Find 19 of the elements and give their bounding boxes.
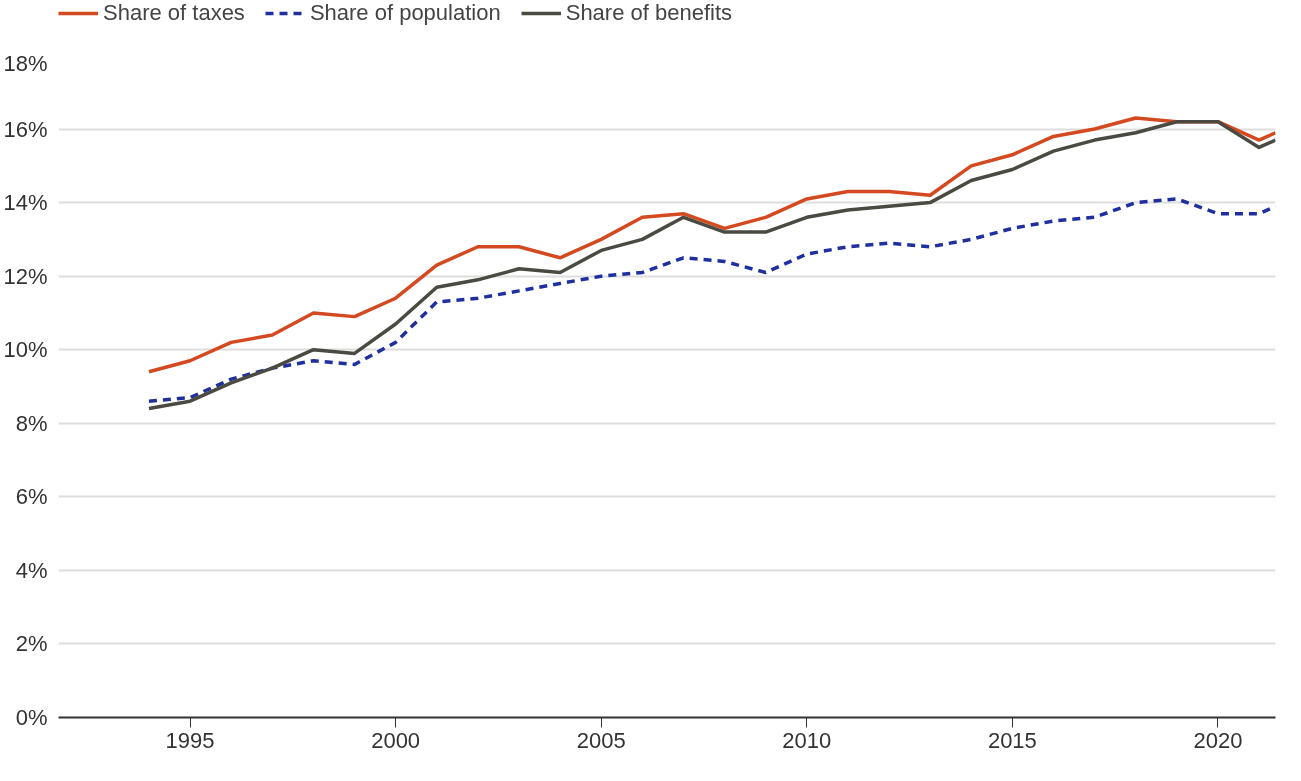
y-tick-label: 8%	[15, 410, 48, 436]
legend-label: Share of benefits	[565, 0, 733, 26]
x-tick-label: 2015	[987, 727, 1037, 753]
x-tick-label: 2010	[782, 727, 832, 753]
legend-label: Share of population	[309, 0, 501, 26]
y-tick-label: 12%	[3, 263, 48, 289]
y-tick-label: 10%	[3, 337, 48, 363]
y-tick-label: 16%	[3, 116, 48, 142]
x-tick-label: 1995	[165, 727, 215, 753]
x-tick-label: 2005	[576, 727, 626, 753]
y-tick-label: 14%	[3, 190, 48, 216]
x-tick-label: 2020	[1193, 727, 1243, 753]
y-tick-label: 4%	[15, 557, 48, 583]
y-tick-label: 18%	[3, 50, 48, 76]
y-tick-label: 0%	[15, 705, 48, 730]
x-tick-label: 2000	[371, 727, 421, 753]
y-tick-label: 6%	[15, 484, 48, 510]
y-tick-label: 2%	[15, 631, 48, 657]
legend-label: Share of taxes	[103, 0, 245, 26]
